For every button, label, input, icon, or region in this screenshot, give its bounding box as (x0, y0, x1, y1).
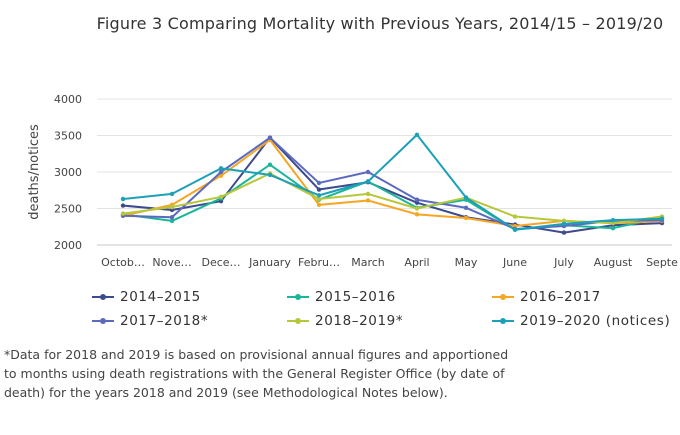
series-line (122, 136, 663, 230)
legend-label: 2019–2020 (notices) (520, 313, 671, 329)
legend-item: 2019–2020 (notices) (492, 313, 670, 329)
footnote: *Data for 2018 and 2019 is based on prov… (4, 347, 509, 400)
x-tick-label: Febru… (298, 256, 340, 269)
x-tick-label: May (455, 256, 478, 269)
legend-item: 2018–2019* (287, 313, 403, 329)
x-tick-label: Octob… (101, 256, 145, 269)
legend-item: 2014–2015 (92, 289, 201, 305)
x-tick-label: April (404, 256, 429, 269)
data-point (316, 193, 322, 198)
data-point (316, 196, 322, 202)
data-point (512, 227, 518, 232)
data-point (218, 169, 224, 175)
data-point (169, 218, 175, 224)
x-axis-ticks: Octob… Nove… Dece… January Febru… March April M… (101, 256, 678, 269)
x-tick-label: July (553, 256, 574, 269)
data-point (316, 187, 322, 192)
data-point (365, 179, 371, 184)
legend-label: 2016–2017 (520, 289, 601, 305)
data-point (561, 221, 567, 227)
data-point (659, 216, 665, 221)
data-point (218, 194, 224, 200)
series-4 (120, 135, 665, 232)
x-tick-label: January (248, 256, 291, 269)
data-point (414, 132, 420, 137)
data-point (414, 197, 420, 202)
x-tick-label: Dece… (201, 256, 240, 269)
legend-item: 2015–2016 (287, 289, 396, 305)
data-point (365, 198, 371, 203)
x-tick-label: August (594, 256, 633, 269)
data-point (463, 205, 469, 210)
series-group (120, 132, 665, 235)
data-point (169, 204, 175, 210)
data-point (120, 203, 126, 208)
legend-label: 2015–2016 (315, 289, 396, 305)
gridlines (97, 98, 672, 246)
chart-title: Figure 3 Comparing Mortality with Previo… (96, 14, 664, 33)
data-point (610, 226, 616, 231)
data-point (120, 211, 126, 216)
legend-swatch (92, 316, 114, 326)
chart-plot: 2000 2500 3000 3500 4000 Octob… Nove… Dece… Jan… (27, 93, 678, 269)
y-tick-label: 4000 (54, 93, 82, 106)
legend-swatch (287, 316, 309, 326)
legend-label: 2017–2018* (120, 313, 209, 329)
data-point (169, 215, 175, 220)
y-tick-label: 2000 (54, 239, 82, 252)
data-point (414, 206, 420, 211)
legend-swatch (492, 316, 514, 326)
series-line (122, 163, 663, 231)
data-point (414, 212, 420, 217)
legend-swatch (92, 292, 114, 302)
y-axis-ticks: 2000 2500 3000 3500 4000 (54, 93, 82, 252)
y-tick-label: 3000 (54, 166, 82, 179)
y-axis-label: deaths/notices (27, 124, 42, 220)
legend-item: 2017–2018* (92, 313, 208, 329)
x-tick-label: June (502, 256, 527, 269)
legend-label: 2018–2019* (315, 313, 404, 329)
data-point (561, 230, 567, 235)
data-point (169, 191, 175, 197)
series-5 (120, 171, 665, 226)
data-point (365, 169, 371, 175)
series-line (122, 172, 663, 225)
data-point (267, 172, 273, 178)
x-tick-label: Nove… (152, 256, 191, 269)
data-point (316, 180, 322, 186)
legend-swatch (492, 292, 514, 302)
x-tick-label: March (351, 256, 385, 269)
series-6 (120, 132, 665, 232)
legend-swatch (287, 292, 309, 302)
data-point (463, 195, 469, 200)
data-point (463, 215, 469, 221)
data-point (218, 173, 224, 178)
legend-item: 2016–2017 (492, 289, 601, 305)
x-tick-label: Septe (646, 256, 678, 269)
data-point (610, 217, 616, 223)
data-point (512, 214, 518, 219)
data-point (316, 202, 322, 208)
series-line (122, 133, 663, 231)
data-point (267, 162, 273, 167)
data-point (365, 191, 371, 197)
y-tick-label: 2500 (54, 203, 82, 216)
series-3 (120, 137, 665, 229)
data-point (267, 135, 273, 140)
series-line (122, 138, 663, 228)
legend-label: 2014–2015 (120, 289, 201, 305)
data-point (120, 196, 126, 202)
data-point (218, 166, 224, 171)
y-tick-label: 3500 (54, 130, 82, 143)
